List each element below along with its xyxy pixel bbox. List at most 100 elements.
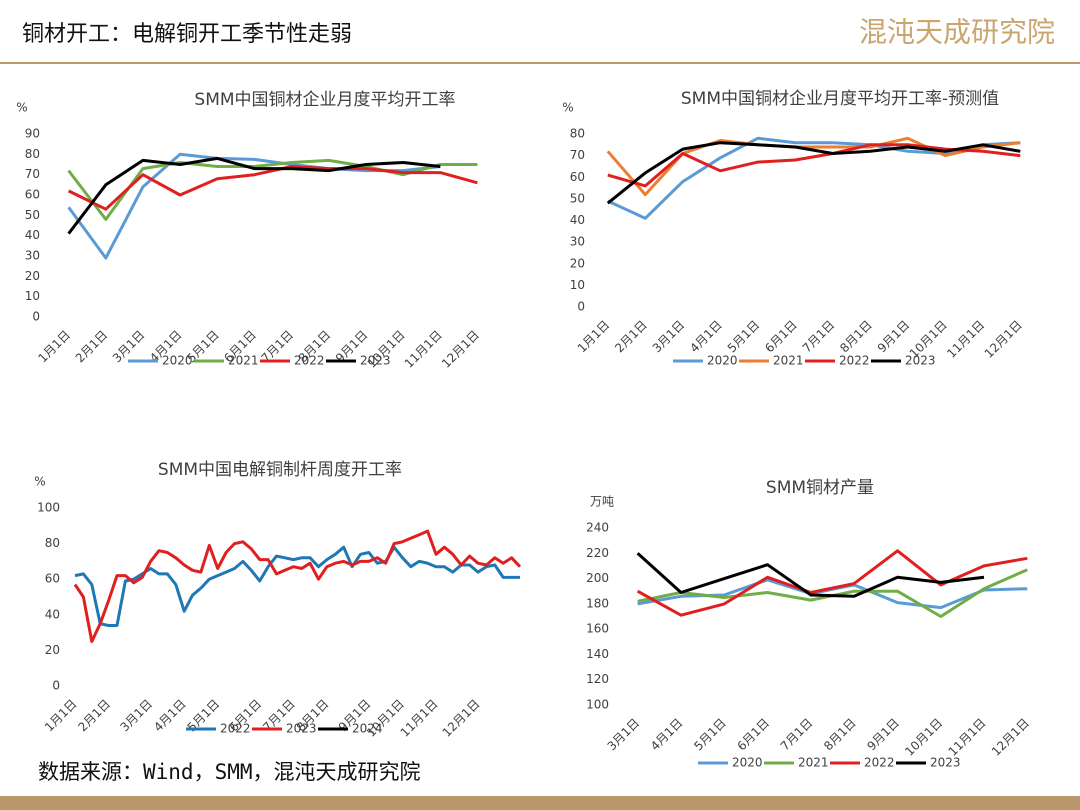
x-tick-label: 5月1日 bbox=[691, 716, 729, 754]
legend-label: 2021 bbox=[798, 756, 829, 770]
x-tick-label: 11月1日 bbox=[402, 328, 445, 371]
legend-label: 2022 bbox=[220, 722, 251, 736]
x-tick-label: 4月1日 bbox=[648, 716, 686, 754]
legend-label: 2020 bbox=[162, 354, 193, 368]
y-tick-label: 60 bbox=[570, 170, 585, 184]
legend-label: 2021 bbox=[773, 354, 804, 368]
legend-label: 2022 bbox=[839, 354, 870, 368]
series-line bbox=[67, 165, 478, 211]
y-tick-label: 70 bbox=[25, 167, 40, 181]
y-tick-label: 180 bbox=[586, 596, 609, 610]
y-tick-label: 200 bbox=[586, 571, 609, 585]
y-tick-label: 80 bbox=[25, 147, 40, 161]
x-tick-label: 4月1日 bbox=[151, 697, 189, 735]
x-tick-label: 1月1日 bbox=[575, 318, 613, 356]
x-tick-label: 7月1日 bbox=[778, 716, 816, 754]
slide-title: 铜材开工：电解铜开工季节性走弱 bbox=[22, 22, 352, 47]
y-tick-label: 80 bbox=[570, 127, 585, 141]
y-tick-label: 80 bbox=[45, 536, 60, 550]
y-tick-label: 20 bbox=[25, 269, 40, 283]
legend-label: 2021 bbox=[228, 354, 259, 368]
y-tick-label: 50 bbox=[570, 191, 585, 205]
x-tick-label: 1月1日 bbox=[36, 328, 74, 366]
x-tick-label: 12月1日 bbox=[982, 318, 1025, 361]
y-tick-label: 20 bbox=[570, 256, 585, 270]
legend-label: 2023 bbox=[286, 722, 317, 736]
x-tick-label: 12月1日 bbox=[439, 328, 482, 371]
x-tick-label: 3月1日 bbox=[605, 716, 643, 754]
y-tick-label: 60 bbox=[25, 188, 40, 202]
x-tick-label: 4月1日 bbox=[687, 318, 725, 356]
y-tick-label: 100 bbox=[37, 501, 60, 515]
y-tick-label: 20 bbox=[45, 643, 60, 657]
x-tick-label: 6月1日 bbox=[762, 318, 800, 356]
x-tick-label: 9月1日 bbox=[864, 716, 902, 754]
x-tick-label: 8月1日 bbox=[821, 716, 859, 754]
y-axis-label: % bbox=[16, 101, 27, 115]
y-tick-label: 40 bbox=[45, 607, 60, 621]
y-axis-label: % bbox=[34, 475, 45, 489]
series-line bbox=[636, 552, 985, 598]
x-tick-label: 6月1日 bbox=[734, 716, 772, 754]
chart-title: SMM中国铜材企业月度平均开工率 bbox=[194, 90, 455, 110]
y-tick-label: 40 bbox=[570, 213, 585, 227]
y-tick-label: 30 bbox=[25, 249, 40, 263]
y-axis-label: % bbox=[562, 101, 573, 115]
y-tick-label: 50 bbox=[25, 208, 40, 222]
y-tick-label: 40 bbox=[25, 228, 40, 242]
y-tick-label: 100 bbox=[586, 698, 609, 712]
y-tick-label: 160 bbox=[586, 622, 609, 636]
y-tick-label: 10 bbox=[570, 278, 585, 292]
series-line bbox=[67, 156, 441, 235]
series-line bbox=[73, 529, 522, 643]
series-line bbox=[636, 549, 1028, 617]
x-tick-label: 11月1日 bbox=[944, 318, 987, 361]
logo: 混沌天成研究院 bbox=[859, 16, 1055, 49]
x-tick-label: 8月1日 bbox=[837, 318, 875, 356]
x-tick-label: 11月1日 bbox=[398, 697, 441, 740]
y-tick-label: 60 bbox=[45, 572, 60, 586]
y-tick-label: 0 bbox=[52, 679, 60, 693]
legend-label: 2023 bbox=[360, 354, 391, 368]
x-tick-label: 10月1日 bbox=[902, 716, 945, 759]
y-tick-label: 220 bbox=[586, 546, 609, 560]
x-tick-label: 12月1日 bbox=[440, 697, 483, 740]
chart-title: SMM中国电解铜制杆周度开工率 bbox=[158, 460, 402, 480]
x-tick-label: 2月1日 bbox=[612, 318, 650, 356]
legend-label: 2024 bbox=[352, 722, 383, 736]
series-line bbox=[606, 141, 1021, 205]
legend-label: 2020 bbox=[732, 756, 763, 770]
y-tick-label: 90 bbox=[25, 127, 40, 141]
y-tick-label: 70 bbox=[570, 148, 585, 162]
legend-label: 2020 bbox=[707, 354, 738, 368]
y-tick-label: 0 bbox=[32, 310, 40, 324]
chart-title: SMM铜材产量 bbox=[766, 478, 874, 498]
x-tick-label: 2月1日 bbox=[73, 328, 111, 366]
x-tick-label: 3月1日 bbox=[650, 318, 688, 356]
x-tick-label: 2月1日 bbox=[76, 697, 114, 735]
x-tick-label: 3月1日 bbox=[117, 697, 155, 735]
x-tick-label: 1月1日 bbox=[42, 697, 80, 735]
chart-title: SMM中国铜材企业月度平均开工率-预测值 bbox=[681, 89, 999, 109]
y-tick-label: 30 bbox=[570, 235, 585, 249]
y-tick-label: 240 bbox=[586, 521, 609, 535]
legend-label: 2023 bbox=[930, 756, 961, 770]
y-tick-label: 120 bbox=[586, 672, 609, 686]
x-tick-label: 11月1日 bbox=[946, 716, 989, 759]
legend-label: 2023 bbox=[905, 354, 936, 368]
series-line bbox=[637, 568, 1028, 618]
y-tick-label: 140 bbox=[586, 647, 609, 661]
x-tick-label: 5月1日 bbox=[725, 318, 763, 356]
y-tick-label: 10 bbox=[25, 289, 40, 303]
y-tick-label: 0 bbox=[577, 300, 585, 314]
footer-bar bbox=[0, 796, 1080, 810]
legend-label: 2022 bbox=[864, 756, 895, 770]
x-tick-label: 7月1日 bbox=[800, 318, 838, 356]
series-line bbox=[607, 136, 1021, 220]
x-tick-label: 12月1日 bbox=[989, 716, 1032, 759]
y-axis-label: 万吨 bbox=[590, 495, 614, 509]
series-line bbox=[74, 545, 520, 627]
legend-label: 2022 bbox=[294, 354, 325, 368]
source-note: 数据来源：Wind，SMM，混沌天成研究院 bbox=[38, 760, 421, 784]
